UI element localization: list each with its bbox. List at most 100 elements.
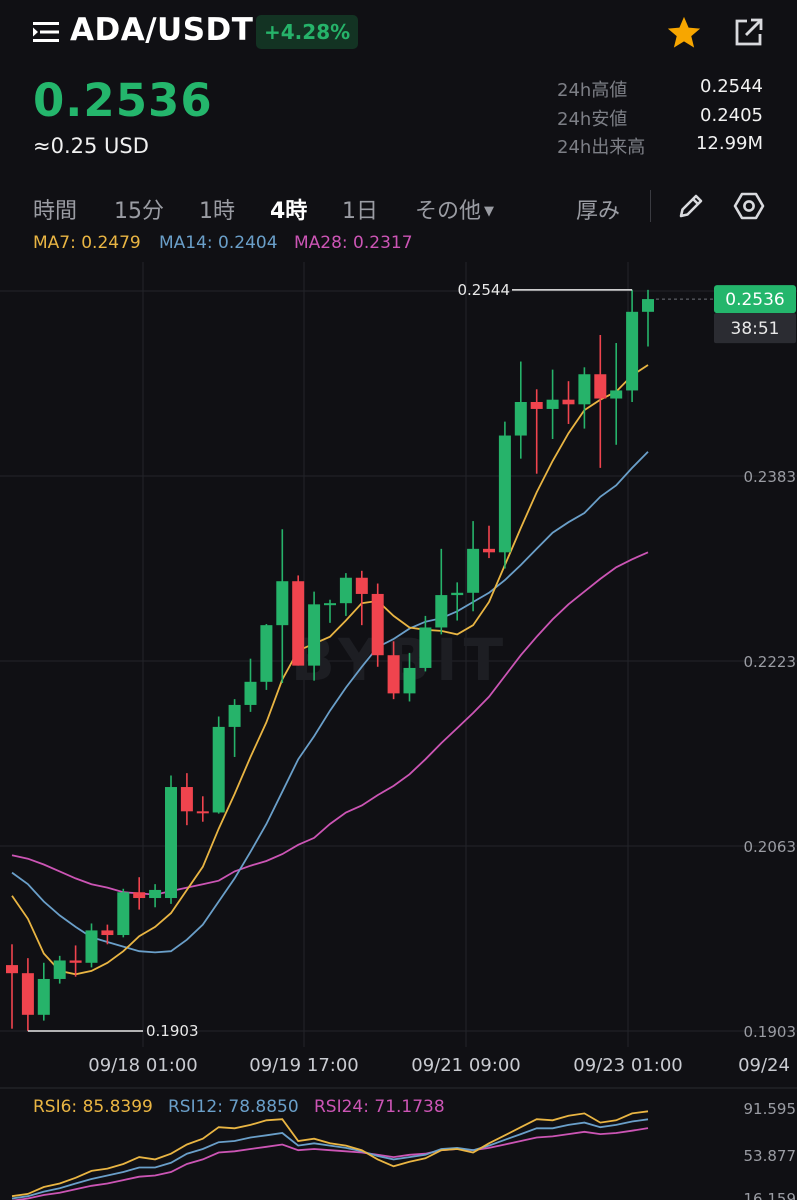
pair-title[interactable]: ADA/USDT: [70, 12, 254, 48]
candle-body: [212, 726, 225, 813]
candle: [371, 583, 384, 667]
tab-more[interactable]: その他 ▼: [415, 193, 494, 225]
candle: [276, 529, 289, 683]
candle: [324, 599, 336, 623]
candle-body: [594, 374, 607, 399]
candle-body: [387, 655, 400, 694]
ma7-line: [11, 364, 649, 976]
change-badge: +4.28%: [256, 15, 359, 49]
menu-icon[interactable]: [33, 20, 59, 44]
candle-body: [324, 603, 336, 606]
candle-body: [260, 625, 273, 682]
stat-low-value: 0.2405: [700, 105, 763, 126]
candle: [530, 389, 543, 474]
tab-1h[interactable]: 1時: [199, 199, 235, 224]
stat-low-label: 24h安値: [557, 109, 628, 130]
candle: [403, 652, 416, 702]
x-tick-label: 09/23 01:00: [573, 1055, 682, 1076]
candle-body: [339, 577, 352, 604]
rsi24-line: [11, 1127, 649, 1200]
candle: [180, 773, 193, 826]
candle-body: [69, 960, 82, 963]
candle: [435, 548, 448, 635]
candle: [626, 289, 639, 402]
candle-body: [53, 960, 66, 979]
candle: [53, 955, 66, 984]
candle-body: [626, 311, 639, 391]
x-tick-label: 09/21 09:00: [411, 1055, 520, 1076]
candle: [419, 615, 432, 672]
candle: [117, 888, 130, 938]
candle: [6, 944, 18, 1029]
candle: [594, 334, 607, 468]
x-tick-label: 09/24: [738, 1055, 790, 1076]
ma14-line: [11, 451, 649, 954]
candle: [85, 923, 98, 968]
rsi-tick-label: 16.159: [744, 1190, 797, 1200]
candle-body: [244, 681, 257, 705]
rsi-lines: [11, 1110, 649, 1200]
candle-body: [419, 627, 432, 668]
rsi-axis: 91.595 53.877 16.159: [744, 1100, 797, 1200]
candle-body: [292, 581, 305, 666]
stat-high-value: 0.2544: [700, 76, 763, 97]
candle-body: [101, 930, 114, 936]
ma28-line: [11, 551, 649, 896]
share-icon[interactable]: [730, 15, 766, 51]
candle: [37, 962, 50, 1021]
candle-body: [133, 892, 146, 899]
candle: [260, 624, 273, 690]
candle-body: [149, 889, 162, 899]
candle: [578, 367, 591, 429]
y-axis: 0.2383 0.2223 0.2063 0.1903: [744, 468, 797, 1041]
rsi24-label: RSI24: 71.1738: [314, 1097, 445, 1117]
ma28-label: MA28: 0.2317: [294, 233, 413, 253]
candle: [165, 775, 177, 904]
candle-body: [610, 390, 623, 399]
pencil-icon[interactable]: [676, 191, 706, 225]
ma14-label: MA14: 0.2404: [159, 233, 278, 253]
candle-body: [85, 930, 98, 963]
candle-body: [180, 787, 193, 812]
x-axis: 09/18 01:00 09/19 17:00 09/21 09:00 09/2…: [88, 1055, 790, 1076]
x-tick-label: 09/18 01:00: [88, 1055, 197, 1076]
candle-body: [276, 581, 289, 626]
y-tick-label: 0.2223: [744, 653, 797, 671]
y-tick-label: 0.1903: [744, 1023, 797, 1041]
candle-body: [451, 592, 464, 596]
tab-1d[interactable]: 1日: [342, 199, 378, 224]
settings-icon[interactable]: [733, 190, 765, 226]
candle: [339, 573, 352, 616]
candle-body: [642, 299, 654, 312]
candle-body: [546, 399, 559, 409]
tab-15m[interactable]: 15分: [114, 199, 164, 224]
star-icon[interactable]: [665, 14, 703, 52]
tab-4h[interactable]: 4時: [270, 199, 308, 224]
candle-body: [562, 399, 575, 405]
stat-volume-label: 24h出来高: [557, 137, 646, 158]
tab-time[interactable]: 時間: [33, 199, 78, 224]
candle: [21, 958, 34, 1031]
usd-equivalent: ≈0.25 USD: [33, 134, 149, 158]
candle: [610, 343, 623, 445]
y-tick-label: 0.2063: [744, 838, 797, 856]
candle: [149, 884, 162, 908]
candle-body: [435, 595, 448, 628]
current-price-tag: 0.2536 38:51: [714, 285, 796, 344]
candles: [6, 289, 654, 1031]
candle-body: [165, 787, 177, 899]
rsi6-line: [11, 1110, 649, 1198]
candle: [228, 699, 241, 757]
tab-depth[interactable]: 厚み: [576, 199, 621, 224]
candle: [642, 289, 654, 347]
candle: [196, 796, 209, 822]
low-marker-label: 0.1903: [146, 1022, 199, 1040]
rsi-tick-label: 53.877: [744, 1147, 797, 1165]
candle: [387, 641, 400, 700]
candle: [101, 924, 114, 945]
caret-down-icon: ▼: [484, 204, 495, 219]
candle: [562, 381, 575, 424]
candle: [498, 421, 511, 569]
candle-body: [228, 704, 241, 727]
